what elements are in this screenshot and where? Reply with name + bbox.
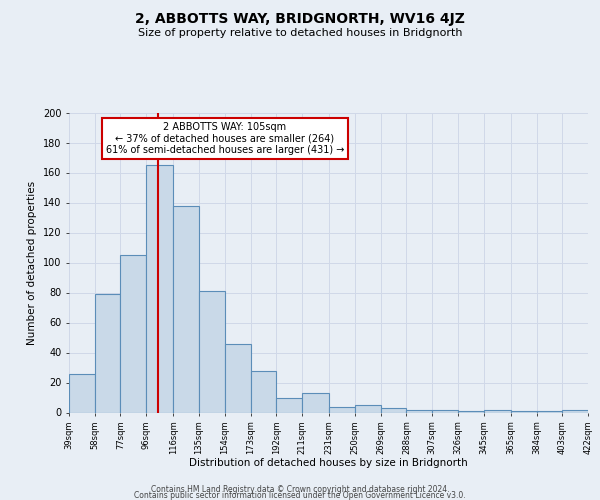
Bar (380, 408, 406, 412)
Bar (302, 393, 329, 412)
Bar (458, 411, 484, 412)
Text: Contains public sector information licensed under the Open Government Licence v3: Contains public sector information licen… (134, 491, 466, 500)
Bar (146, 165, 173, 412)
Bar (355, 405, 380, 412)
Text: 2, ABBOTTS WAY, BRIDGNORTH, WV16 4JZ: 2, ABBOTTS WAY, BRIDGNORTH, WV16 4JZ (135, 12, 465, 26)
Bar (173, 206, 199, 412)
Bar (406, 410, 432, 412)
Bar (536, 411, 562, 412)
Bar (95, 294, 121, 412)
Bar (329, 406, 355, 412)
Bar (69, 374, 95, 412)
Bar (484, 410, 511, 412)
Text: Contains HM Land Registry data © Crown copyright and database right 2024.: Contains HM Land Registry data © Crown c… (151, 484, 449, 494)
Bar (432, 410, 458, 412)
Text: Distribution of detached houses by size in Bridgnorth: Distribution of detached houses by size … (190, 458, 468, 468)
Bar (511, 411, 536, 412)
Bar (251, 370, 277, 412)
Text: Size of property relative to detached houses in Bridgnorth: Size of property relative to detached ho… (138, 28, 462, 38)
Bar (121, 255, 146, 412)
Bar (277, 398, 302, 412)
Text: 2 ABBOTTS WAY: 105sqm
← 37% of detached houses are smaller (264)
61% of semi-det: 2 ABBOTTS WAY: 105sqm ← 37% of detached … (106, 122, 344, 154)
Bar (225, 344, 251, 412)
Bar (199, 291, 225, 412)
Bar (562, 410, 588, 412)
Y-axis label: Number of detached properties: Number of detached properties (28, 180, 37, 344)
